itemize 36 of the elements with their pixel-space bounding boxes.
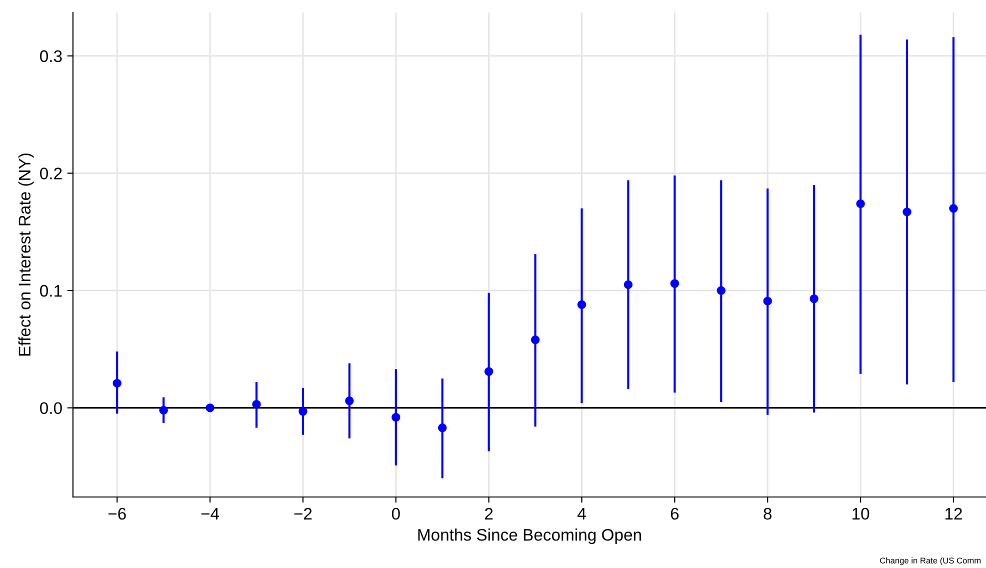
point: [345, 396, 354, 406]
point: [624, 280, 633, 290]
y-axis-title: Effect on Interest Rate (NY): [18, 154, 34, 356]
point: [159, 406, 168, 415]
point: [856, 199, 865, 208]
x-tick-label: −2: [294, 508, 312, 520]
x-tick-label: 4: [578, 508, 586, 520]
point: [112, 378, 122, 388]
point: [577, 300, 586, 309]
x-axis-title: Months Since Becoming Open: [418, 528, 641, 544]
y-tick-label: 0.0: [40, 402, 62, 414]
point: [763, 296, 772, 306]
point: [530, 335, 540, 344]
point: [392, 412, 400, 422]
point: [716, 286, 726, 295]
x-tick-label: −6: [108, 508, 126, 520]
point: [252, 400, 261, 409]
y-tick-label: 0.1: [40, 284, 62, 297]
y-tick-label: 0.3: [40, 50, 62, 62]
x-tick-label: 0: [392, 508, 400, 520]
x-tick-label: −4: [201, 508, 220, 520]
point: [902, 208, 912, 216]
point: [949, 204, 958, 213]
point: [438, 423, 447, 432]
x-tick-label: 2: [485, 508, 493, 520]
x-tick-label: 12: [945, 508, 962, 520]
point: [484, 367, 494, 376]
point: [810, 294, 818, 304]
point: [670, 279, 680, 288]
point: [298, 406, 308, 416]
point: [206, 403, 214, 412]
x-tick-label: 10: [852, 508, 870, 520]
y-tick-label: 0.2: [40, 168, 62, 180]
x-tick-label: 8: [764, 508, 772, 520]
text: Change in Rate (US Comm: [880, 557, 981, 566]
x-tick-label: 6: [670, 508, 679, 520]
